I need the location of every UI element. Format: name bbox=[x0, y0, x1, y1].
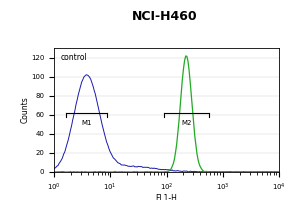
X-axis label: FL1-H: FL1-H bbox=[156, 194, 177, 200]
Text: NCI-H460: NCI-H460 bbox=[132, 10, 198, 23]
Y-axis label: Counts: Counts bbox=[20, 97, 29, 123]
Text: M1: M1 bbox=[82, 120, 92, 126]
Text: control: control bbox=[61, 53, 88, 62]
Text: M2: M2 bbox=[181, 120, 191, 126]
